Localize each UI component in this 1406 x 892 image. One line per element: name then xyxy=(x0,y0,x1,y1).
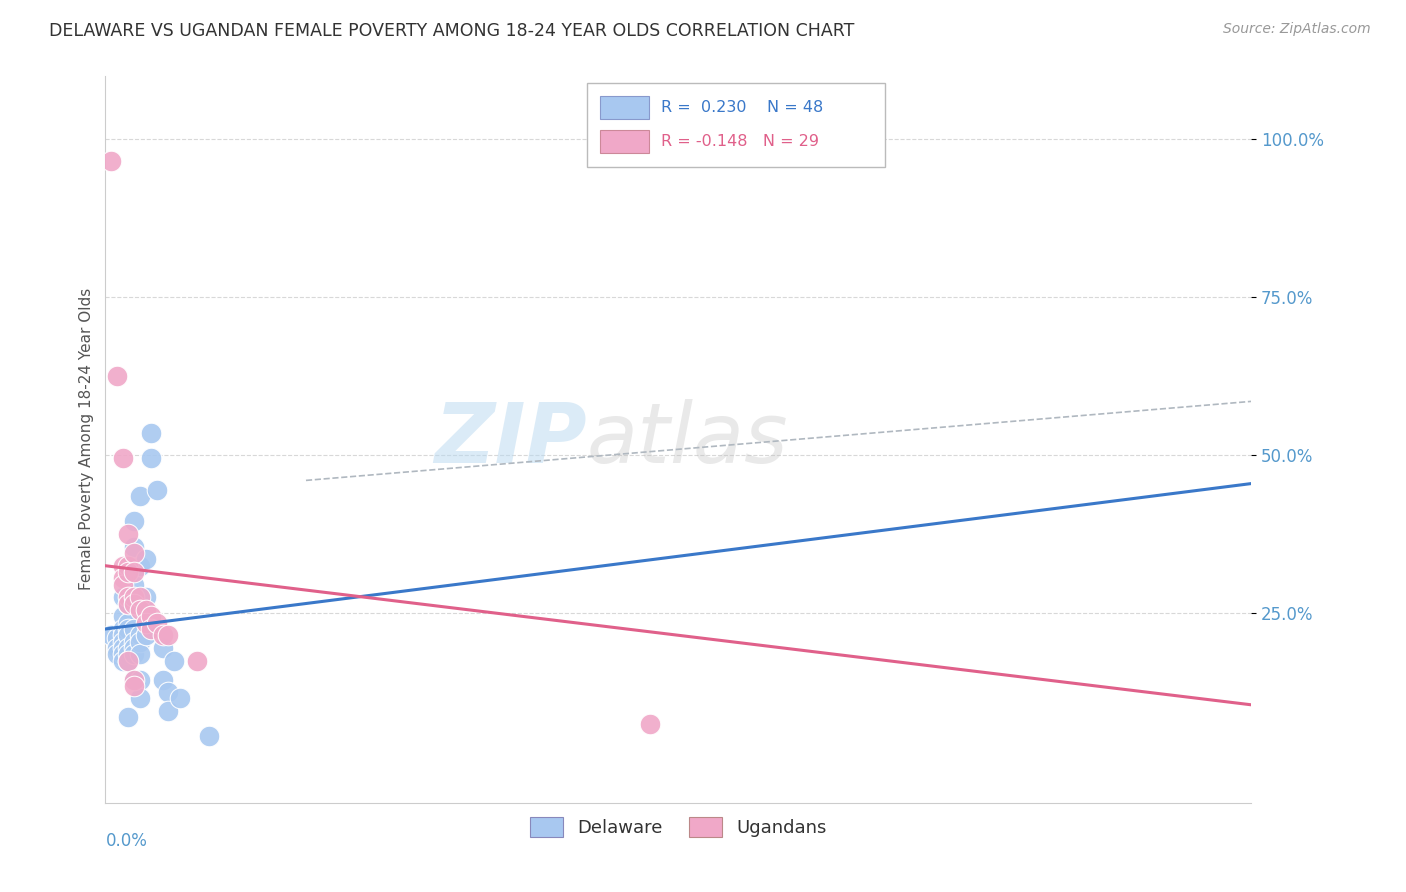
Point xyxy=(111,622,134,636)
Point xyxy=(117,654,139,668)
Point xyxy=(141,425,163,440)
Point xyxy=(122,647,145,661)
Point xyxy=(117,647,139,661)
Point xyxy=(105,640,128,655)
Point xyxy=(117,565,139,579)
Point xyxy=(105,632,128,646)
FancyBboxPatch shape xyxy=(600,96,648,120)
Text: atlas: atlas xyxy=(586,399,789,480)
Point xyxy=(146,483,169,497)
Point xyxy=(111,640,134,655)
Point xyxy=(152,673,174,687)
Text: ZIP: ZIP xyxy=(434,399,586,480)
Point xyxy=(128,647,150,661)
Point xyxy=(157,685,180,699)
Y-axis label: Female Poverty Among 18-24 Year Olds: Female Poverty Among 18-24 Year Olds xyxy=(79,288,94,591)
Point xyxy=(111,647,134,661)
Point xyxy=(135,552,157,566)
Point xyxy=(111,654,134,668)
Point xyxy=(135,591,157,605)
Point xyxy=(117,710,139,724)
Point xyxy=(128,591,150,605)
FancyBboxPatch shape xyxy=(600,129,648,153)
Point xyxy=(141,451,163,466)
Point xyxy=(135,628,157,642)
Point xyxy=(111,578,134,592)
Point xyxy=(638,716,661,731)
Point xyxy=(163,654,186,668)
Text: R =  0.230    N = 48: R = 0.230 N = 48 xyxy=(661,100,824,115)
Point xyxy=(122,622,145,636)
Point xyxy=(186,654,208,668)
Point xyxy=(111,634,134,648)
Point xyxy=(122,540,145,554)
Point xyxy=(152,628,174,642)
Point xyxy=(152,640,174,655)
Point xyxy=(122,673,145,687)
Point xyxy=(117,591,139,605)
Point xyxy=(122,515,145,529)
Point xyxy=(128,673,150,687)
Point xyxy=(117,622,139,636)
FancyBboxPatch shape xyxy=(586,83,884,167)
Point xyxy=(141,609,163,624)
Point xyxy=(169,691,191,706)
Point xyxy=(122,565,145,579)
Point xyxy=(117,597,139,611)
Point xyxy=(105,369,128,384)
Point xyxy=(117,654,139,668)
Point xyxy=(128,558,150,573)
Point xyxy=(122,597,145,611)
Point xyxy=(135,615,157,630)
Point xyxy=(117,527,139,541)
Point xyxy=(122,679,145,693)
Point xyxy=(122,578,145,592)
Point xyxy=(117,558,139,573)
Point xyxy=(111,571,134,585)
Point xyxy=(122,634,145,648)
Point xyxy=(111,451,134,466)
Text: Source: ZipAtlas.com: Source: ZipAtlas.com xyxy=(1223,22,1371,37)
Point xyxy=(122,546,145,560)
Point xyxy=(128,634,150,648)
Text: R = -0.148   N = 29: R = -0.148 N = 29 xyxy=(661,134,820,149)
Point xyxy=(157,704,180,718)
Text: 0.0%: 0.0% xyxy=(105,832,148,850)
Point xyxy=(111,591,134,605)
Point xyxy=(135,603,157,617)
Point xyxy=(117,628,139,642)
Point xyxy=(111,609,134,624)
Point xyxy=(128,691,150,706)
Point xyxy=(146,615,169,630)
Point xyxy=(111,628,134,642)
Point xyxy=(117,615,139,630)
Point xyxy=(117,640,139,655)
Point xyxy=(100,628,122,642)
Text: DELAWARE VS UGANDAN FEMALE POVERTY AMONG 18-24 YEAR OLDS CORRELATION CHART: DELAWARE VS UGANDAN FEMALE POVERTY AMONG… xyxy=(49,22,855,40)
Point xyxy=(100,154,122,169)
Point xyxy=(122,640,145,655)
Point xyxy=(157,628,180,642)
Point xyxy=(141,622,163,636)
Legend: Delaware, Ugandans: Delaware, Ugandans xyxy=(523,809,834,845)
Point xyxy=(105,647,128,661)
Point xyxy=(128,628,150,642)
Point xyxy=(128,603,150,617)
Point xyxy=(122,591,145,605)
Point xyxy=(197,730,219,744)
Point xyxy=(128,489,150,503)
Point xyxy=(122,673,145,687)
Point xyxy=(117,597,139,611)
Point xyxy=(111,558,134,573)
